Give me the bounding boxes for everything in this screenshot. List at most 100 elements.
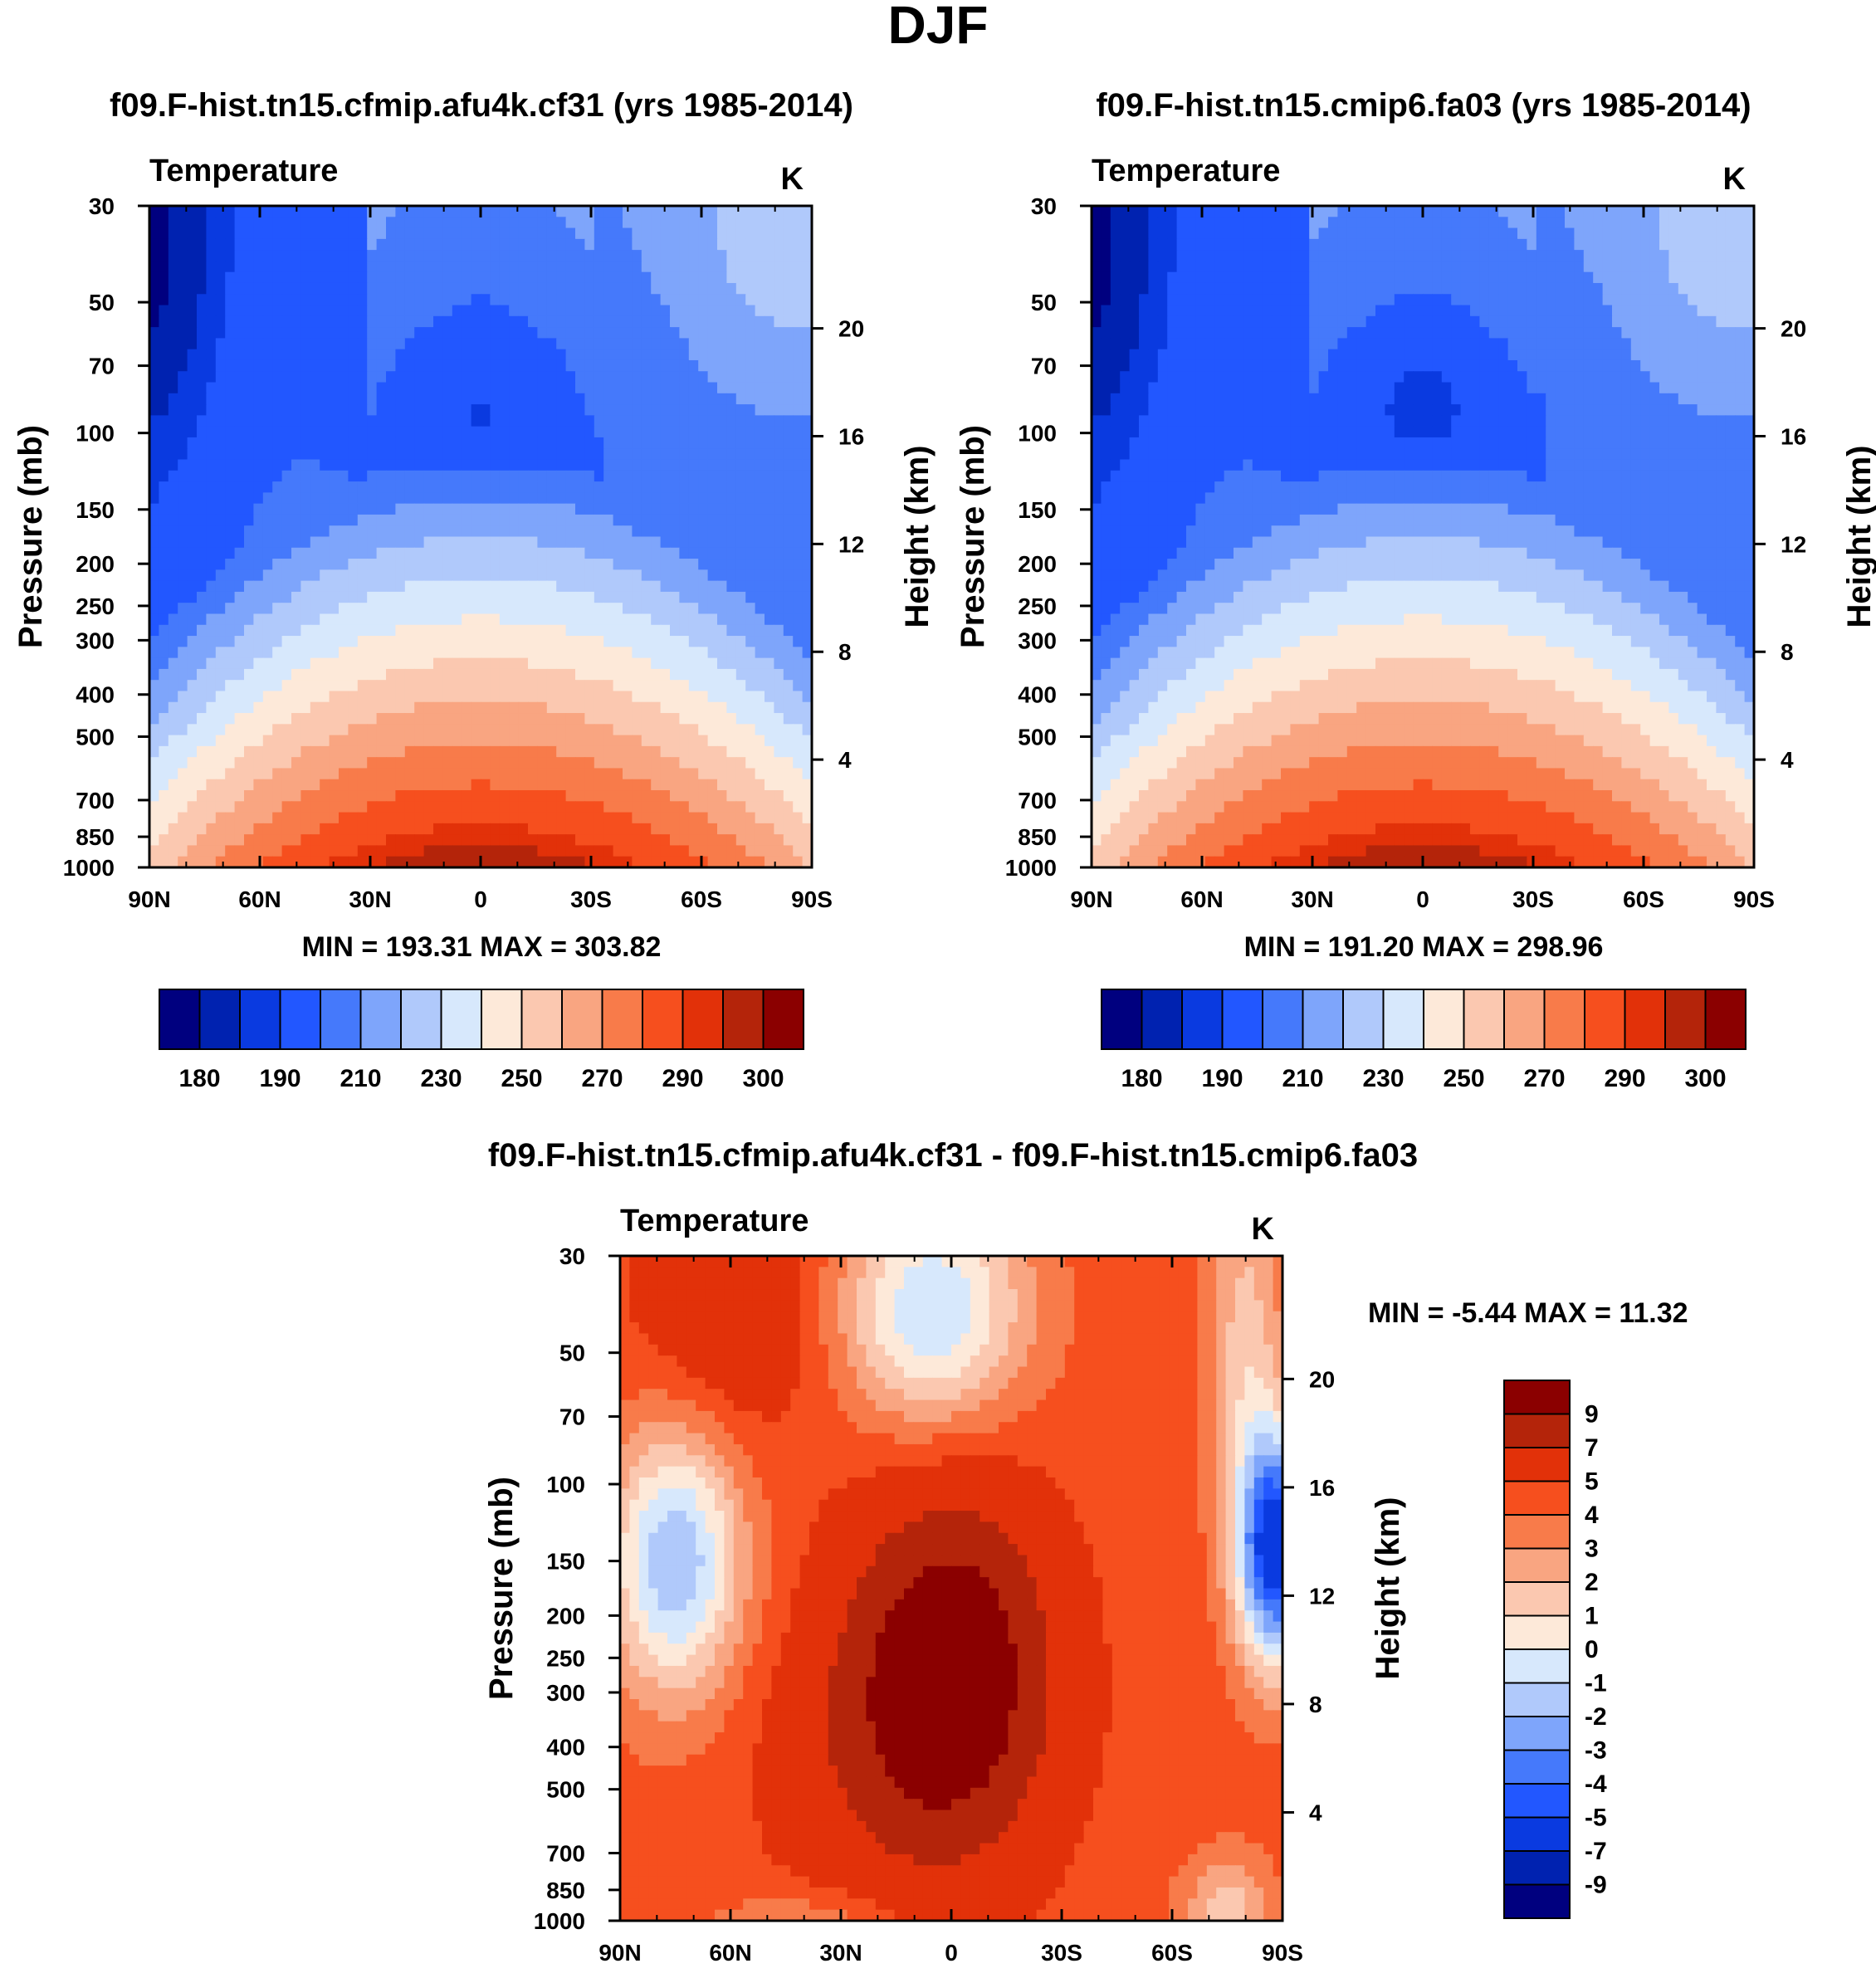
case-panel-ytick-label: 150	[76, 497, 115, 523]
case-panel-cell	[339, 603, 349, 615]
control-panel-cell	[1649, 294, 1660, 306]
case-panel-cell	[433, 801, 443, 813]
case-panel-cell	[471, 801, 481, 813]
case-panel-cell	[471, 227, 481, 240]
case-panel-cell	[717, 613, 727, 626]
case-panel-cell	[159, 271, 169, 284]
case-panel-cell	[376, 580, 387, 593]
control-panel-cell	[1697, 271, 1707, 284]
case-panel-cell	[386, 525, 396, 538]
case-panel-cell	[632, 713, 642, 725]
case-panel-cell	[528, 448, 538, 461]
case-panel-cell	[234, 271, 245, 284]
case-panel-cell	[149, 393, 159, 405]
case-panel-cell	[623, 459, 633, 471]
control-panel-cell	[1195, 238, 1206, 251]
case-panel-cell	[178, 624, 188, 637]
case-panel-cell	[225, 217, 236, 229]
case-panel-cell	[348, 227, 359, 240]
case-panel-cell	[462, 603, 472, 615]
case-panel-cell	[613, 713, 623, 725]
case-panel-cell	[253, 503, 264, 515]
case-panel-cell	[262, 823, 273, 835]
case-panel-cell	[404, 536, 415, 549]
case-panel-cell	[149, 371, 159, 383]
case-panel-cell	[765, 834, 774, 847]
case-panel-cell	[414, 580, 425, 593]
case-panel-cell	[329, 404, 340, 416]
case-panel-cell	[414, 768, 425, 780]
case-panel-cell	[565, 250, 576, 262]
case-panel-cell	[197, 459, 207, 471]
case-panel-cell	[310, 371, 320, 383]
case-panel-cell	[320, 856, 330, 868]
case-panel-cell	[348, 691, 359, 703]
case-panel-cell	[471, 613, 481, 626]
case-panel-cell	[707, 701, 718, 714]
case-panel-cell	[679, 559, 690, 570]
case-panel-cell	[471, 481, 481, 493]
case-panel-cell	[528, 701, 538, 714]
control-panel-cell	[1176, 227, 1187, 240]
case-panel-cell	[707, 636, 718, 647]
case-panel-cell	[623, 415, 633, 427]
case-panel-cell	[509, 613, 520, 626]
case-panel-cell	[320, 238, 330, 251]
case-panel-cell	[244, 801, 254, 813]
case-panel-cell	[168, 603, 178, 615]
case-panel-cell	[537, 713, 548, 725]
case-panel-cell	[215, 603, 226, 615]
case-panel-cell	[688, 437, 699, 449]
case-panel-cell	[300, 591, 311, 603]
case-panel-cell	[717, 238, 727, 251]
case-panel-cell	[423, 459, 434, 471]
case-panel-cell	[357, 448, 368, 461]
case-panel-cell	[717, 547, 727, 559]
case-panel-cell	[651, 834, 662, 847]
case-panel-cell	[433, 713, 443, 725]
case-panel-cell	[234, 250, 245, 262]
case-panel-cell	[329, 724, 340, 736]
case-panel-cell	[575, 580, 585, 593]
case-panel-cell	[395, 856, 406, 868]
case-panel-cell	[546, 779, 557, 791]
case-panel-cell	[367, 624, 378, 637]
control-panel-cell	[1290, 227, 1301, 240]
case-panel-cell	[556, 415, 567, 427]
control-panel-cell	[1318, 250, 1329, 262]
case-panel-cell	[679, 801, 690, 813]
case-panel-cell	[499, 327, 510, 339]
case-panel-cell	[623, 603, 633, 615]
case-panel-cell	[159, 636, 169, 647]
case-panel-cell	[793, 569, 804, 582]
control-panel-cell	[1744, 227, 1755, 240]
case-panel-cell	[244, 250, 254, 262]
case-panel-cell	[509, 735, 520, 747]
case-panel-cell	[206, 294, 217, 306]
case-panel-cell	[291, 536, 301, 549]
control-panel-cell	[1716, 217, 1727, 229]
case-panel-cell	[556, 459, 567, 471]
control-panel-cell	[1328, 261, 1338, 273]
case-panel-cell	[688, 481, 699, 493]
case-panel-cell	[594, 359, 604, 372]
case-panel-cell	[802, 382, 813, 394]
case-panel-cell	[651, 701, 662, 714]
case-panel-cell	[433, 470, 443, 482]
case-panel-cell	[802, 845, 813, 857]
case-panel-cell	[225, 559, 236, 570]
control-panel-cell	[1479, 250, 1490, 262]
case-panel-cell	[707, 415, 718, 427]
case-panel-cell	[594, 536, 604, 549]
case-panel-cell	[594, 459, 604, 471]
case-panel-cell	[688, 217, 699, 229]
control-panel-cell	[1555, 217, 1566, 229]
case-panel-cell	[556, 481, 567, 493]
case-panel-cell	[575, 437, 585, 449]
case-panel-cell	[537, 415, 548, 427]
case-panel-cell	[197, 580, 207, 593]
case-panel-cell	[423, 624, 434, 637]
case-panel-cell	[159, 315, 169, 328]
case-panel-cell	[490, 315, 501, 328]
case-panel-cell	[386, 790, 396, 802]
